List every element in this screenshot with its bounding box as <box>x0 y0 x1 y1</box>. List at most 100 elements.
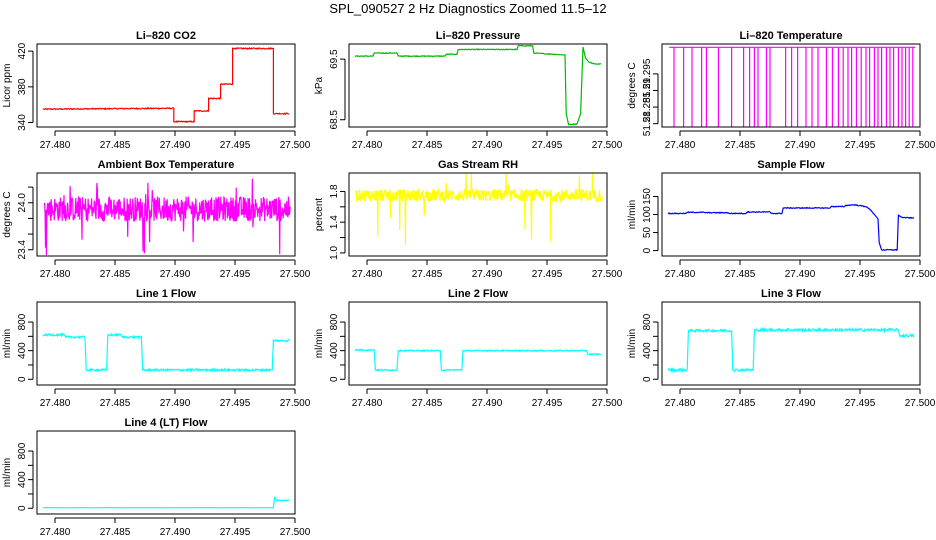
panel-line-2-flow: Line 2 Flow ml/min 27.480 27.485 27.490 27.49… <box>314 288 623 409</box>
x-tick-label: 27.485 <box>725 398 756 409</box>
y-axis-label: degrees C <box>627 62 638 108</box>
x-tick-label: 27.500 <box>592 269 623 280</box>
x-tick-label: 27.495 <box>220 398 251 409</box>
x-tick-label: 27.500 <box>280 527 311 538</box>
x-tick-label: 27.500 <box>592 398 623 409</box>
x-tick-label: 27.500 <box>905 140 936 151</box>
panel-title: Line 2 Flow <box>448 288 508 300</box>
x-tick-label: 27.480 <box>352 269 383 280</box>
y-tick-label: 400 <box>17 471 28 488</box>
y-axis-label: degrees C <box>2 191 13 237</box>
x-tick-label: 27.485 <box>725 269 756 280</box>
panel-title: Line 4 (LT) Flow <box>125 417 208 429</box>
y-axis-label: percent <box>314 198 325 232</box>
series-line <box>42 46 290 124</box>
y-tick-label: 51.29 <box>642 78 653 103</box>
y-axis-label: ml/min <box>627 329 638 358</box>
x-tick-label: 27.500 <box>905 269 936 280</box>
x-tick-label: 27.500 <box>280 140 311 151</box>
plot-frame <box>661 43 921 128</box>
y-tick-label: 1.8 <box>329 184 340 198</box>
panel-line-3-flow: Line 3 Flow ml/min 27.480 27.485 27.490 27.49… <box>627 288 936 409</box>
plot-frame <box>348 301 608 386</box>
x-tick-label: 27.500 <box>592 140 623 151</box>
page-title: SPL_090527 2 Hz Diagnostics Zoomed 11.5–… <box>329 1 607 16</box>
y-tick-label: 51.295 <box>642 58 653 89</box>
x-tick-label: 27.490 <box>472 269 503 280</box>
y-tick-label: 68.5 <box>329 110 340 130</box>
panel-line-1-flow: Line 1 Flow ml/min 27.480 27.485 27.490 27.49… <box>2 288 311 409</box>
x-tick-label: 27.490 <box>785 269 816 280</box>
y-tick-label: 800 <box>17 313 28 330</box>
y-tick-label: 24.0 <box>17 193 28 213</box>
y-tick-label: 51.28 <box>642 111 653 136</box>
x-tick-label: 27.490 <box>160 527 191 538</box>
y-tick-label: 0 <box>642 247 653 253</box>
plot-frame <box>348 172 608 257</box>
x-tick-label: 27.490 <box>785 398 816 409</box>
y-axis-label: ml/min <box>2 329 13 358</box>
panel-title: Li–820 Temperature <box>739 30 842 42</box>
series-line <box>42 332 290 373</box>
x-tick-label: 27.485 <box>100 269 131 280</box>
y-tick-label: 0 <box>329 376 340 382</box>
panel-title: Li–820 Pressure <box>436 30 520 42</box>
panel-title: Ambient Box Temperature <box>98 159 235 171</box>
plot-frame <box>661 301 921 386</box>
x-tick-label: 27.480 <box>665 140 696 151</box>
x-tick-label: 27.495 <box>532 140 563 151</box>
series-line <box>43 178 291 256</box>
x-tick-label: 27.480 <box>40 269 71 280</box>
panel-ambient-box-temperature: Ambient Box Temperature degrees C 27.480 27… <box>2 159 311 280</box>
x-tick-label: 27.490 <box>472 140 503 151</box>
panel-title: Line 3 Flow <box>761 288 821 300</box>
panel-li-820-pressure: Li–820 Pressure kPa 27.480 27.485 27.490 27.4… <box>314 30 623 151</box>
y-tick-label: 23.4 <box>17 240 28 260</box>
x-tick-label: 27.480 <box>352 398 383 409</box>
x-tick-label: 27.490 <box>160 269 191 280</box>
series-line <box>42 496 290 509</box>
y-tick-label: 150 <box>642 188 653 205</box>
y-tick-label: 340 <box>17 114 28 131</box>
x-tick-label: 27.480 <box>40 527 71 538</box>
y-axis-label: ml/min <box>314 329 325 358</box>
panel-title: Li–820 CO2 <box>136 30 196 42</box>
y-tick-label: 380 <box>17 78 28 95</box>
y-tick-label: 1.4 <box>329 215 340 229</box>
series-line <box>354 348 602 372</box>
plot-frame <box>36 43 296 128</box>
x-tick-label: 27.485 <box>412 269 443 280</box>
x-tick-label: 27.480 <box>40 140 71 151</box>
plot-frame <box>36 172 296 257</box>
series-line <box>667 203 915 251</box>
y-tick-label: 50 <box>642 227 653 239</box>
panel-title: Gas Stream RH <box>438 159 518 171</box>
x-tick-label: 27.485 <box>412 398 443 409</box>
panel-li-820-temperature: Li–820 Temperature degrees C 27.480 27.485 2… <box>627 30 936 151</box>
x-tick-label: 27.480 <box>665 269 696 280</box>
x-tick-label: 27.495 <box>532 398 563 409</box>
plot-frame <box>36 430 296 515</box>
panel-title: Sample Flow <box>757 159 825 171</box>
series-line <box>669 46 916 127</box>
x-tick-label: 27.490 <box>160 398 191 409</box>
x-tick-label: 27.490 <box>160 140 191 151</box>
y-tick-label: 800 <box>329 313 340 330</box>
x-tick-label: 27.495 <box>220 140 251 151</box>
x-tick-label: 27.495 <box>845 269 876 280</box>
y-axis-label: ml/min <box>2 458 13 487</box>
y-tick-label: 100 <box>642 206 653 223</box>
x-tick-label: 27.485 <box>100 527 131 538</box>
plot-frame <box>348 43 608 128</box>
x-tick-label: 27.495 <box>845 140 876 151</box>
x-tick-label: 27.480 <box>40 398 71 409</box>
panel-li-820-co2: Li–820 CO2 Licor ppm 27.480 27.485 27.490 27.… <box>2 30 311 151</box>
y-tick-label: 1.0 <box>329 246 340 260</box>
y-axis-label: kPa <box>314 76 325 94</box>
panel-sample-flow: Sample Flow ml/min 27.480 27.485 27.490 27.49… <box>627 159 936 280</box>
y-tick-label: 0 <box>17 376 28 382</box>
x-tick-label: 27.495 <box>220 269 251 280</box>
y-tick-label: 400 <box>642 342 653 359</box>
y-tick-label: 800 <box>17 442 28 459</box>
